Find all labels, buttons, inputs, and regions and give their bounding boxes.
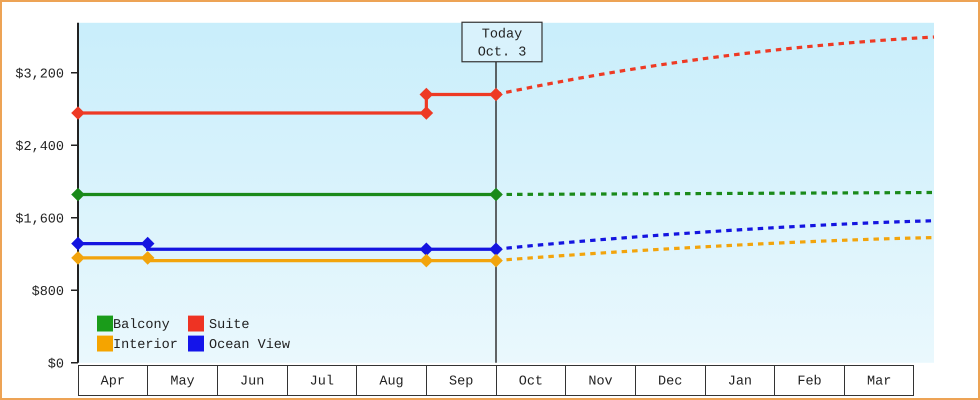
svg-text:Balcony: Balcony — [113, 318, 170, 333]
svg-text:Apr: Apr — [101, 375, 125, 390]
svg-text:$800: $800 — [32, 285, 64, 300]
svg-text:Suite: Suite — [209, 318, 250, 333]
svg-text:Interior: Interior — [113, 338, 178, 353]
svg-text:Feb: Feb — [797, 375, 821, 390]
svg-text:Aug: Aug — [379, 375, 403, 390]
svg-text:Jul: Jul — [310, 375, 334, 390]
svg-text:Jun: Jun — [240, 375, 264, 390]
svg-text:$0: $0 — [48, 358, 64, 373]
svg-text:Ocean View: Ocean View — [209, 338, 290, 353]
svg-text:$3,200: $3,200 — [15, 68, 64, 83]
svg-text:May: May — [170, 375, 194, 390]
svg-text:Today: Today — [482, 28, 523, 43]
svg-text:$1,600: $1,600 — [15, 213, 64, 228]
svg-text:Dec: Dec — [658, 375, 682, 390]
svg-text:Oct: Oct — [519, 375, 543, 390]
svg-text:Nov: Nov — [588, 375, 612, 390]
svg-text:Mar: Mar — [867, 375, 891, 390]
svg-text:Sep: Sep — [449, 375, 473, 390]
svg-text:$2,400: $2,400 — [15, 140, 64, 155]
svg-text:Jan: Jan — [728, 375, 752, 390]
svg-text:Oct. 3: Oct. 3 — [478, 46, 527, 61]
